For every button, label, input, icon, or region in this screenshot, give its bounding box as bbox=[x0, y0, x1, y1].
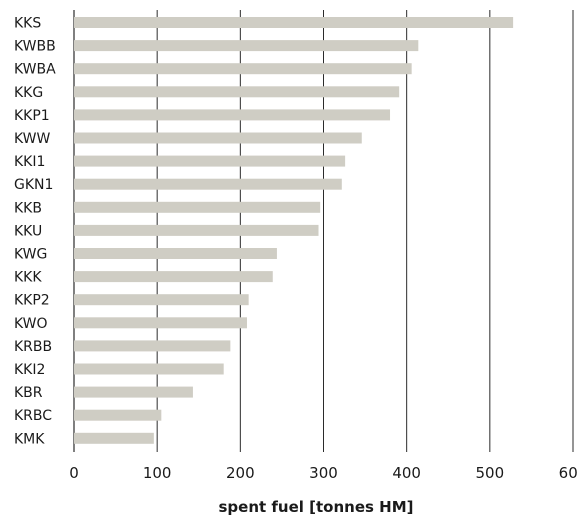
bar-kku bbox=[74, 224, 319, 236]
gridlines bbox=[73, 10, 574, 452]
bar-kwg bbox=[74, 248, 277, 259]
bar-kkp2 bbox=[74, 294, 249, 306]
category-label: KKI1 bbox=[14, 154, 45, 170]
category-label: KKB bbox=[14, 200, 42, 216]
category-label: KRBB bbox=[14, 339, 52, 355]
x-axis-title: spent fuel [tonnes HM] bbox=[219, 498, 414, 516]
category-label: KKU bbox=[14, 223, 42, 239]
x-tick-label: 300 bbox=[309, 464, 338, 482]
x-tick-label: 100 bbox=[143, 464, 172, 482]
category-labels: KKS KWBB KWBA KKG KKP1 KWW KKI1 GKN1 KKB KKU KWG KK… bbox=[14, 16, 56, 448]
category-label: KKI2 bbox=[14, 362, 45, 378]
bar-krbb bbox=[74, 340, 231, 352]
category-label: KBR bbox=[14, 385, 43, 401]
bar-kki1 bbox=[74, 155, 346, 167]
category-label: KKP1 bbox=[14, 108, 50, 124]
category-label: KKP2 bbox=[14, 293, 50, 309]
category-label: KWW bbox=[14, 131, 51, 147]
bar-kkg bbox=[74, 86, 400, 98]
x-tick-label: 200 bbox=[226, 464, 255, 482]
category-label: KRBC bbox=[14, 408, 52, 424]
category-label: KKS bbox=[14, 16, 41, 32]
bars bbox=[74, 17, 514, 444]
x-tick-labels: 0 100 200 300 400 500 600 bbox=[69, 464, 578, 482]
category-label: KWBA bbox=[14, 62, 56, 78]
bar-kks bbox=[74, 17, 514, 28]
category-label: GKN1 bbox=[14, 177, 53, 193]
bar-kkp1 bbox=[74, 109, 391, 121]
bar-gkn1 bbox=[74, 178, 342, 190]
bar-kki2 bbox=[74, 363, 224, 375]
category-label: KMK bbox=[14, 431, 45, 447]
category-label: KKG bbox=[14, 85, 43, 101]
bar-kkk bbox=[74, 271, 273, 283]
bar-kmk bbox=[74, 432, 154, 444]
x-tick-label: 0 bbox=[69, 464, 79, 482]
bar-kwo bbox=[74, 317, 247, 329]
category-label: KWBB bbox=[14, 39, 56, 55]
bar-kkb bbox=[74, 201, 321, 213]
category-label: KWG bbox=[14, 247, 47, 263]
x-tick-label: 400 bbox=[392, 464, 421, 482]
x-tick-label: 500 bbox=[476, 464, 505, 482]
category-label: KKK bbox=[14, 270, 42, 286]
bar-kwbb bbox=[74, 40, 419, 52]
bar-krbc bbox=[74, 409, 162, 421]
bar-kbr bbox=[74, 386, 193, 398]
bar-kwba bbox=[74, 63, 412, 75]
category-label: KWO bbox=[14, 316, 48, 332]
bar-kww bbox=[74, 132, 362, 144]
x-tick-label: 600 bbox=[559, 464, 578, 482]
